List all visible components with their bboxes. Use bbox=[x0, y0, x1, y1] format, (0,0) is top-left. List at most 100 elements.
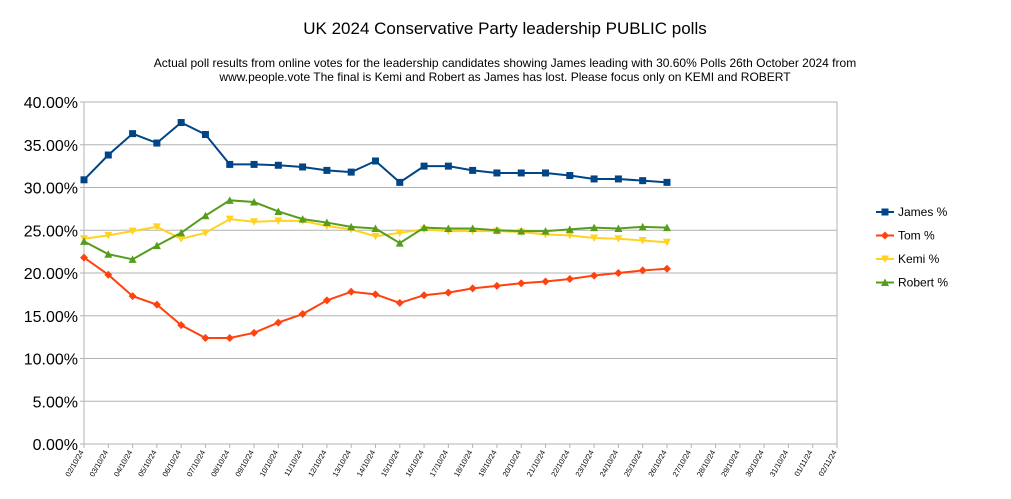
series-tom bbox=[80, 253, 671, 342]
data-point-kemi bbox=[662, 238, 671, 247]
x-tick-label: 03/10/24 bbox=[88, 449, 110, 479]
legend-label: Tom % bbox=[898, 229, 935, 243]
y-tick-label: 20.00% bbox=[24, 266, 78, 283]
data-point-robert bbox=[274, 207, 283, 215]
data-point-robert bbox=[614, 224, 623, 233]
x-tick-label: 10/10/24 bbox=[258, 449, 280, 479]
x-tick-label: 29/10/24 bbox=[719, 449, 741, 479]
data-point-kemi bbox=[395, 229, 404, 237]
x-tick-label: 15/10/24 bbox=[379, 449, 401, 479]
legend-item-james: James % bbox=[876, 205, 948, 219]
data-point-kemi bbox=[614, 235, 623, 243]
data-point-tom bbox=[347, 287, 356, 296]
x-tick-label: 02/11/24 bbox=[817, 449, 839, 478]
data-point-kemi bbox=[371, 232, 380, 241]
data-point-robert bbox=[225, 196, 234, 204]
data-point-tom bbox=[662, 264, 671, 273]
x-tick-label: 19/10/24 bbox=[476, 449, 498, 479]
data-point-tom bbox=[80, 253, 88, 262]
data-point-kemi bbox=[177, 235, 186, 243]
data-point-kemi bbox=[152, 223, 161, 231]
data-point-robert bbox=[250, 198, 259, 206]
data-point-robert bbox=[347, 222, 356, 231]
data-point-tom bbox=[492, 281, 501, 290]
data-point-james bbox=[614, 175, 622, 183]
data-point-james bbox=[104, 151, 112, 159]
x-tick-label: 07/10/24 bbox=[185, 449, 207, 479]
data-point-kemi bbox=[128, 227, 137, 236]
data-point-robert bbox=[322, 218, 331, 227]
x-tick-label: 04/10/24 bbox=[112, 449, 134, 479]
data-point-tom bbox=[152, 300, 161, 309]
legend-label: Robert % bbox=[898, 276, 948, 290]
series-line-james bbox=[83, 121, 668, 184]
data-point-robert bbox=[128, 255, 137, 263]
x-tick-label: 13/10/24 bbox=[331, 449, 353, 479]
data-point-tom bbox=[517, 279, 526, 288]
data-point-james bbox=[201, 130, 209, 138]
data-point-james bbox=[274, 161, 282, 169]
data-point-kemi bbox=[225, 215, 234, 224]
x-tick-label: 17/10/24 bbox=[428, 449, 450, 479]
y-tick-label: 10.00% bbox=[24, 352, 78, 369]
x-tick-label: 12/10/24 bbox=[306, 449, 328, 479]
x-tick-label: 09/10/24 bbox=[233, 449, 255, 479]
data-point-robert bbox=[590, 223, 599, 232]
axes: 0.00% 5.00% 10.00% 15.00% 20.00% 25.00% 30.00%… bbox=[24, 95, 839, 478]
data-point-tom bbox=[371, 290, 380, 299]
data-point-tom bbox=[420, 291, 429, 300]
x-tick-label: 01/11/24 bbox=[792, 449, 814, 478]
chart-subtitle-line-1: Actual poll results from online votes fo… bbox=[154, 56, 856, 70]
data-point-james bbox=[299, 163, 307, 171]
data-point-tom bbox=[250, 328, 259, 337]
x-tick-label: 26/10/24 bbox=[646, 449, 668, 479]
data-point-robert bbox=[444, 224, 453, 233]
data-point-robert bbox=[371, 224, 380, 233]
data-point-tom bbox=[590, 271, 599, 280]
data-point-tom bbox=[298, 310, 307, 319]
y-tick-label: 5.00% bbox=[33, 394, 78, 411]
data-point-tom bbox=[128, 292, 137, 301]
data-point-kemi bbox=[590, 234, 599, 242]
data-point-robert bbox=[492, 226, 501, 234]
data-point-james bbox=[566, 172, 574, 180]
data-point-kemi bbox=[638, 237, 647, 245]
legend-marker bbox=[881, 231, 889, 240]
x-tick-label: 21/10/24 bbox=[525, 449, 547, 479]
x-tick-label: 08/10/24 bbox=[209, 449, 231, 479]
gridlines bbox=[84, 101, 837, 445]
data-point-tom bbox=[225, 333, 234, 342]
data-point-james bbox=[371, 157, 379, 165]
legend-item-robert: Robert % bbox=[876, 276, 948, 290]
data-point-robert bbox=[638, 222, 647, 231]
data-point-tom bbox=[274, 318, 283, 327]
data-point-tom bbox=[104, 270, 113, 279]
data-point-robert bbox=[662, 223, 671, 232]
data-point-james bbox=[177, 119, 185, 127]
x-tick-label: 25/10/24 bbox=[622, 449, 644, 479]
x-tick-label: 06/10/24 bbox=[160, 449, 182, 479]
data-point-kemi bbox=[274, 217, 283, 225]
data-point-james bbox=[517, 169, 525, 177]
legend-label: James % bbox=[898, 205, 948, 219]
x-tick-label: 20/10/24 bbox=[501, 449, 523, 479]
x-tick-label: 31/10/24 bbox=[768, 449, 790, 479]
data-point-tom bbox=[201, 333, 210, 342]
series-group bbox=[80, 119, 671, 342]
legend-marker bbox=[881, 255, 889, 263]
x-tick-label: 28/10/24 bbox=[695, 449, 717, 479]
data-point-tom bbox=[614, 269, 623, 277]
legend-item-kemi: Kemi % bbox=[876, 252, 940, 266]
data-point-james bbox=[80, 176, 88, 184]
x-tick-label: 27/10/24 bbox=[671, 449, 693, 479]
plot-border bbox=[83, 101, 838, 445]
y-tick-label: 25.00% bbox=[24, 223, 78, 240]
y-tick-label: 15.00% bbox=[24, 309, 78, 326]
data-point-james bbox=[590, 175, 598, 183]
data-point-robert bbox=[80, 237, 88, 245]
data-point-james bbox=[639, 177, 647, 185]
data-point-james bbox=[153, 139, 161, 147]
data-point-james bbox=[663, 178, 671, 186]
